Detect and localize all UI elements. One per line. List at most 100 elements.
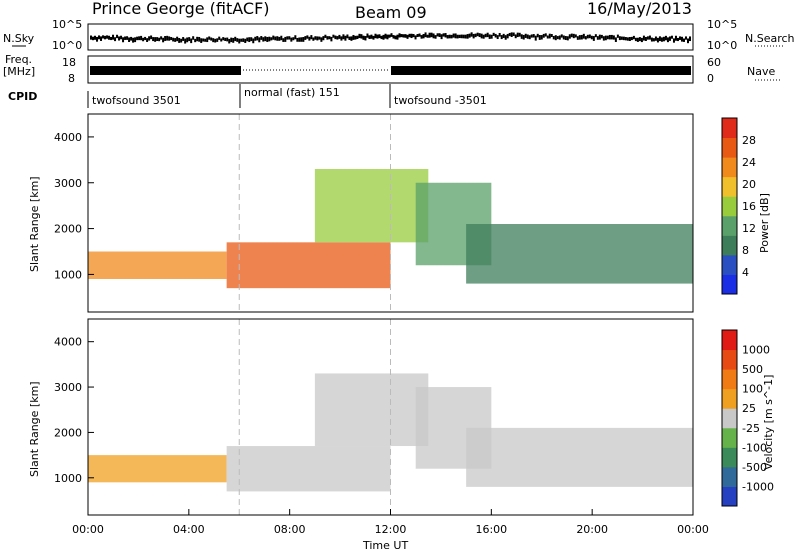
nsky-sample	[470, 32, 473, 37]
nsky-sample	[144, 36, 147, 41]
nsky-sample	[100, 36, 103, 41]
nsky-sample	[442, 33, 445, 37]
nsky-sample	[452, 33, 455, 38]
nsky-sample	[592, 36, 595, 41]
nsky-sample	[234, 36, 237, 42]
nsky-sample	[354, 35, 357, 40]
nsky-sample	[276, 36, 279, 41]
nsky-sample	[204, 38, 207, 42]
nsky-sample	[496, 35, 499, 40]
nsky-left-tick-bottom: 10^0	[52, 39, 82, 52]
nsky-sample	[184, 38, 187, 44]
nsky-sample	[620, 36, 623, 40]
nsky-sample	[608, 34, 611, 40]
nsky-sample	[580, 34, 583, 40]
nsky-sample	[458, 34, 461, 39]
nsky-sample	[336, 36, 339, 40]
nsky-sample	[514, 34, 517, 39]
nsky-sample	[210, 37, 213, 41]
nsky-sample	[428, 32, 431, 38]
nsky-sample	[556, 36, 559, 40]
nsky-sample	[192, 36, 195, 40]
nsky-sample	[108, 35, 111, 40]
nsky-sample	[356, 35, 359, 39]
nsky-sample	[170, 37, 173, 41]
nsky-sample	[590, 35, 593, 40]
nsky-sample	[390, 33, 393, 37]
velocity-colorbar-tick-label: -100	[742, 441, 767, 454]
nsky-sample	[346, 34, 349, 39]
freq-right-tick-bottom: 0	[707, 72, 714, 85]
velocity-colorbar-swatch	[722, 466, 737, 487]
scatter-region	[466, 427, 693, 487]
nsky-sample	[432, 33, 435, 39]
nsky-sample	[314, 36, 317, 40]
nsky-sample	[526, 34, 529, 39]
nsky-sample	[600, 34, 603, 39]
nsky-sample	[638, 37, 641, 42]
nsky-sample	[566, 36, 569, 41]
nsky-sample	[646, 36, 649, 40]
nsky-sample	[328, 36, 331, 40]
nsky-sample	[154, 37, 157, 42]
nsky-sample	[378, 34, 381, 39]
power-colorbar-tick-label: 28	[742, 134, 756, 147]
range-tick-label: 2000	[54, 426, 82, 439]
range-tick-label: 4000	[54, 131, 82, 144]
nsky-sample	[316, 36, 319, 41]
nsky-sample	[408, 33, 411, 38]
nsky-trace	[90, 32, 691, 44]
power-colorbar-tick-label: 16	[742, 200, 756, 213]
nsky-sample	[318, 36, 321, 40]
nsky-sample	[670, 35, 673, 39]
nsky-sample	[568, 34, 571, 39]
nsky-sample	[352, 34, 355, 40]
nsky-sample	[370, 34, 373, 39]
nsky-sample	[604, 35, 607, 41]
nsky-sample	[666, 37, 669, 43]
nsky-sample	[198, 36, 201, 42]
nsky-sample	[300, 37, 303, 42]
nsky-sample	[648, 35, 651, 40]
time-tick-label: 16:00	[475, 523, 507, 536]
power-colorbar-tick-label: 8	[742, 244, 749, 257]
nsky-sample	[672, 38, 675, 43]
power-colorbar-swatch	[722, 118, 737, 139]
range-tick-label: 3000	[54, 177, 82, 190]
nsky-sample	[282, 38, 285, 42]
nsky-sample	[410, 33, 413, 39]
nsky-sample	[322, 36, 325, 41]
nsky-sample	[628, 37, 631, 42]
nsky-sample	[220, 38, 223, 42]
nsky-sample	[426, 34, 429, 38]
nsky-sample	[562, 35, 565, 40]
velocity-colorbar-swatch	[722, 388, 737, 409]
nsky-sample	[474, 33, 477, 38]
nsky-sample	[150, 35, 153, 40]
velocity-colorbar-swatch	[722, 408, 737, 429]
nsky-sample	[662, 36, 665, 42]
nsky-sample	[448, 34, 451, 39]
nsky-sample	[148, 36, 151, 41]
nsky-sample	[494, 33, 497, 38]
nsky-sample	[302, 37, 305, 42]
nsky-sample	[102, 35, 105, 39]
nsky-sample	[246, 37, 249, 42]
nsky-sample	[596, 36, 599, 40]
nsky-sample	[650, 37, 653, 42]
power-colorbar-tick-label: 24	[742, 156, 756, 169]
nsky-sample	[190, 38, 193, 44]
nsky-sample	[320, 37, 323, 42]
nsky-sample	[688, 36, 691, 42]
power-panel: 4000 3000 2000 1000 Slant Range [km] 28 24 20…	[28, 113, 771, 313]
nsky-sample	[480, 33, 483, 39]
nsky-sample	[574, 34, 577, 38]
station-title: Prince George (fitACF)	[92, 0, 270, 18]
nsky-sample	[642, 35, 645, 41]
nsky-sample	[134, 37, 137, 43]
nsky-sample	[498, 32, 501, 37]
nsky-sample	[602, 36, 605, 41]
nsky-sample	[536, 33, 539, 38]
freq-bar-seg3	[391, 66, 691, 75]
velocity-colorbar-swatch	[722, 427, 737, 448]
